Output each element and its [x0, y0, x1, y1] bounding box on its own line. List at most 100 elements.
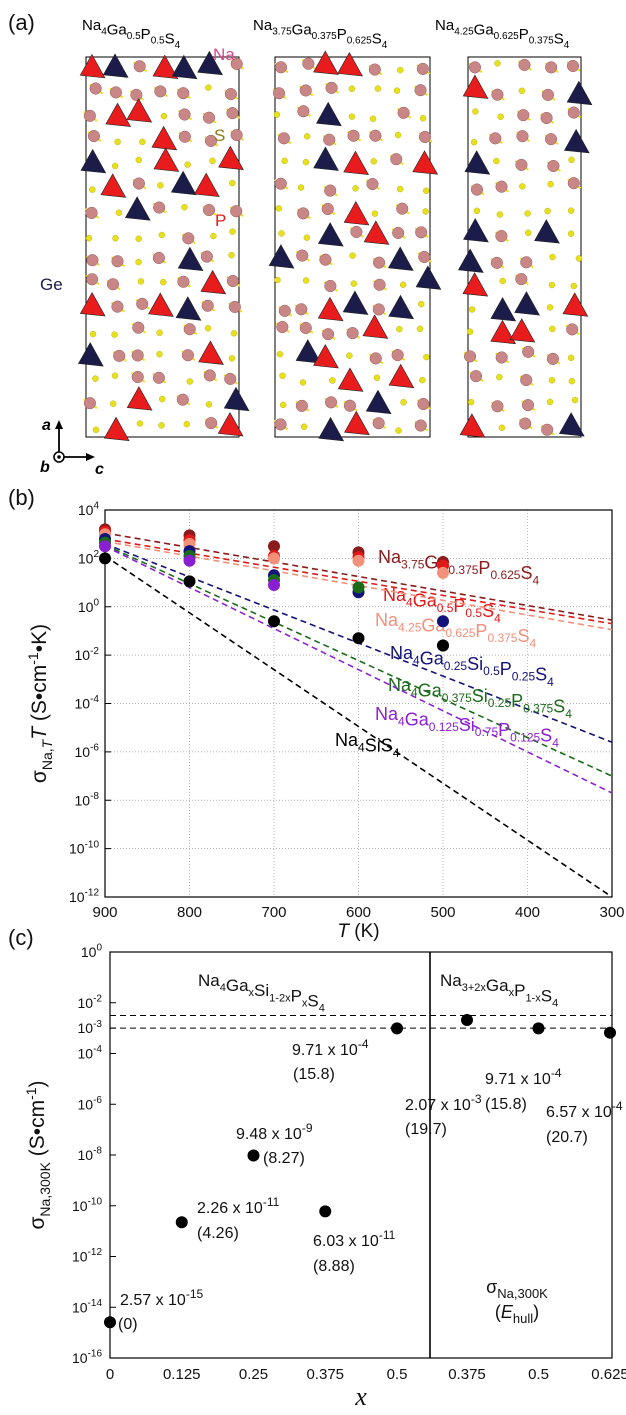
na-atom	[202, 203, 216, 217]
ge-tetrahedron	[78, 342, 104, 367]
s-atom	[548, 281, 556, 289]
series-label: Na4Ga0.25Si0.5P0.25S4	[390, 643, 554, 689]
data-point	[461, 1014, 473, 1027]
na-atom	[495, 351, 508, 364]
y-tick-label: 10-12	[72, 1247, 102, 1264]
na-atom	[319, 253, 332, 266]
s-atom	[160, 112, 168, 120]
s-atom	[348, 113, 356, 120]
na-atom	[200, 250, 213, 263]
na-atom	[517, 109, 530, 122]
unit-cell-frame	[85, 56, 240, 438]
s-atom	[92, 375, 99, 382]
na-atom	[464, 350, 477, 363]
na-atom	[515, 158, 528, 171]
legend-line-2: (Ehull)	[495, 1302, 539, 1326]
s-atom	[568, 377, 576, 385]
y-tick-label: 10-4	[75, 694, 100, 711]
na-atom	[203, 369, 216, 382]
s-atom	[400, 399, 407, 406]
na-atom	[415, 226, 428, 239]
series-label: Na4Ga0.125Si0.75P0.125S4	[375, 704, 559, 750]
na-atom	[230, 57, 243, 71]
ehull-annotation: (4.26)	[197, 1225, 239, 1242]
p-tetrahedron	[317, 296, 344, 322]
na-atom	[109, 86, 122, 99]
na-atom	[489, 132, 502, 145]
na-atom	[296, 249, 309, 262]
data-point	[437, 566, 449, 579]
s-atom	[470, 139, 478, 146]
y-axis-label: σNa,300K (S•cm-1)	[23, 1080, 53, 1229]
s-atom	[135, 156, 142, 164]
s-atom	[518, 87, 526, 95]
s-atom	[473, 207, 481, 215]
s-atom	[111, 331, 118, 338]
na-atom	[418, 250, 431, 264]
s-atom	[156, 329, 163, 336]
ge-tetrahedron	[463, 217, 489, 243]
na-atom	[302, 57, 315, 70]
na-atom	[201, 299, 214, 312]
value-annotation: 2.26 x 10-11	[197, 1195, 280, 1217]
data-point	[99, 552, 111, 565]
ge-tetrahedron	[197, 50, 223, 76]
p-tetrahedron	[388, 363, 415, 389]
na-atom	[297, 105, 310, 118]
s-atom	[89, 330, 97, 338]
s-atom	[466, 328, 474, 335]
na-atom	[491, 400, 504, 413]
na-atom	[230, 205, 243, 218]
s-atom	[278, 230, 285, 237]
ge-tetrahedron	[223, 386, 250, 412]
s-atom	[275, 205, 283, 212]
data-point	[247, 1149, 260, 1162]
value-annotation: 9.71 x 10-4	[292, 1037, 369, 1059]
data-point	[352, 581, 365, 594]
na-atom	[495, 230, 508, 243]
ge-tetrahedron	[387, 246, 414, 271]
s-atom	[374, 85, 382, 92]
p-tetrahedron	[200, 269, 227, 295]
na-atom	[136, 297, 149, 310]
na-atom	[495, 180, 508, 193]
na-atom	[295, 399, 308, 412]
na-atom	[324, 184, 337, 197]
s-atom	[496, 211, 504, 218]
x-tick-label: 0	[106, 1366, 114, 1383]
na-atom	[372, 417, 385, 430]
x-tick-label: 600	[346, 904, 371, 921]
ehull-annotation: (15.8)	[485, 1096, 527, 1113]
ehull-annotation: (8.88)	[313, 1258, 355, 1275]
s-atom	[422, 187, 430, 194]
na-atom	[545, 61, 558, 74]
na-atom	[176, 393, 189, 406]
s-atom	[299, 379, 307, 386]
ehull-annotation: (0)	[118, 1316, 138, 1333]
ehull-annotation: (8.27)	[263, 1150, 305, 1167]
na-atom	[373, 278, 386, 291]
x-tick-label: 700	[261, 904, 286, 921]
ge-tetrahedron	[415, 265, 442, 290]
data-point	[183, 554, 196, 567]
s-atom	[139, 138, 146, 146]
s-atom	[497, 113, 504, 120]
na-atom	[390, 153, 403, 166]
na-atom	[520, 373, 533, 387]
na-atom	[566, 323, 579, 336]
s-atom	[158, 231, 166, 239]
group-title: Na3+2xGaxP1-xS4	[440, 971, 558, 1009]
s-atom	[183, 420, 190, 428]
y-tick-label: 10-12	[69, 888, 99, 905]
ehull-annotation: (15.8)	[293, 1066, 335, 1083]
x-tick-label: 0.5	[528, 1366, 549, 1383]
data-point	[99, 540, 111, 553]
na-atom	[321, 202, 334, 216]
x-tick-label: 0.375	[306, 1366, 344, 1383]
na-atom	[153, 201, 166, 214]
s-atom	[498, 424, 506, 431]
na-atom	[113, 349, 126, 362]
ge-tetrahedron	[457, 248, 484, 273]
data-point	[104, 1316, 116, 1329]
s-atom	[472, 108, 479, 115]
